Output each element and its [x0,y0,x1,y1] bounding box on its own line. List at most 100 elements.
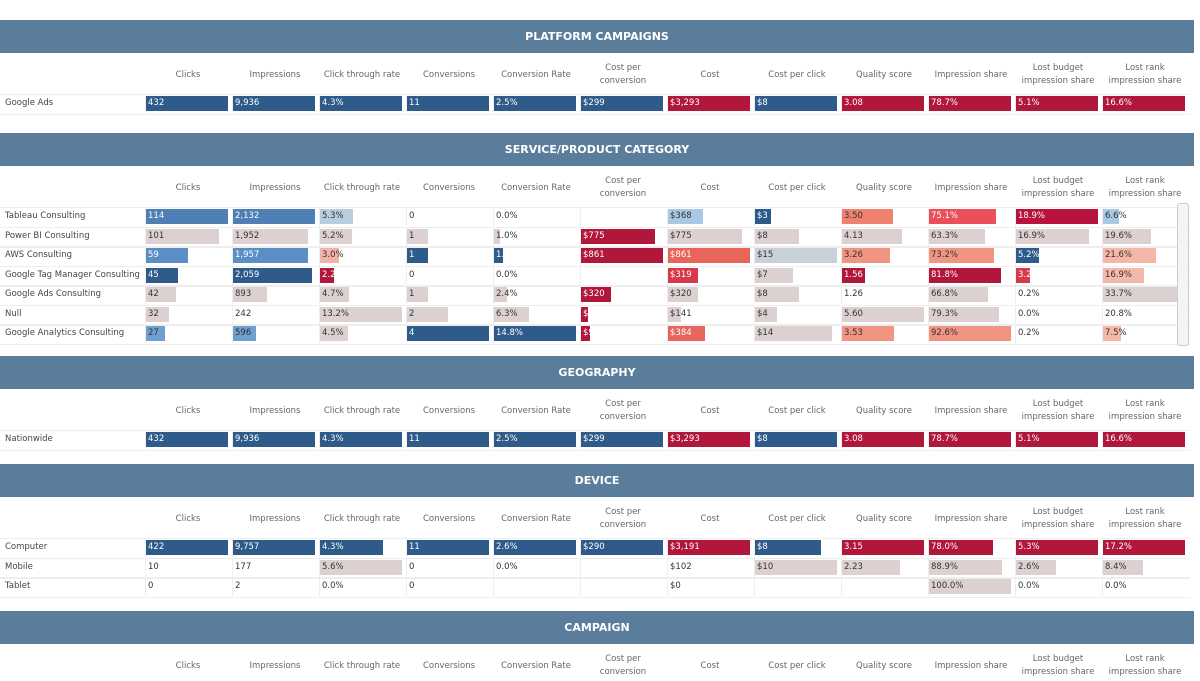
bar [1016,248,1039,263]
row-label: Nationwide [5,434,53,444]
cell-value: 79.3% [931,308,959,319]
row [0,265,1190,287]
cell-value: $4 [757,308,768,319]
cell-value: $3,191 [670,542,700,552]
cell-value: 6.3% [496,308,518,319]
column-header: Lost budget impression share [1021,507,1095,530]
cell-divider [754,207,755,226]
cell-value: 242 [235,308,252,319]
cell-value: 5.2% [1018,250,1040,260]
cell-divider [667,538,668,557]
cell-value: 4 [409,328,415,338]
cell-value: $96 [583,328,600,338]
bar [1103,326,1122,341]
cell-value: 0 [409,269,415,280]
cell-divider [493,324,494,343]
cell-divider [145,577,146,596]
column-header: Quality score [856,513,912,524]
row-label: Mobile [5,561,33,572]
bar [1016,540,1098,555]
cell-divider [841,304,842,324]
cell-divider [754,577,755,596]
cell-value: 1.26 [844,289,863,299]
cell-divider [145,207,146,226]
column-header: Quality score [856,660,912,671]
bar [407,228,428,244]
bar [581,540,663,555]
column-header: Conversion Rate [501,405,571,416]
cell-value: 893 [235,289,252,299]
column-header: Lost budget impression share [1021,63,1095,86]
cell-value: 16.6% [1105,98,1133,108]
row-label: Power BI Consulting [5,230,90,241]
bar [929,306,1000,322]
cell-value: 16.6% [1105,434,1133,444]
column-header: Quality score [856,69,912,80]
cell-value: 1,957 [235,250,260,260]
bar [146,306,170,322]
bar [668,432,750,447]
cell-value: 4.13 [844,230,863,241]
cell-value: 78.7% [931,434,959,444]
cell-divider [1102,265,1103,285]
cell-value: 422 [148,542,165,552]
cell-divider [667,304,668,324]
bar [842,326,894,341]
cell-divider [580,430,581,449]
cell-divider [841,577,842,596]
bar [1103,96,1185,111]
column-header: Impressions [249,513,301,524]
column-header: Cost per click [768,69,826,80]
cell-value: $141 [670,308,692,319]
cell-divider [580,226,581,246]
cell-divider [319,265,320,285]
cell-value: 59 [148,250,159,260]
row [0,226,1190,248]
column-header: Cost [700,405,720,416]
cell-divider [928,538,929,557]
cell-value: 0 [148,581,154,591]
column-header: Lost budget impression share [1021,176,1095,199]
cell-divider [319,430,320,449]
cell-divider [667,94,668,113]
column-header: Impression share [934,660,1008,671]
cell-divider [667,246,668,265]
cell-divider [232,577,233,596]
row [0,246,1190,267]
column-header: Impression share [934,182,1008,193]
cell-divider [145,324,146,343]
cell-value: $3,293 [670,98,700,108]
cell-divider [667,430,668,449]
bar [407,432,489,447]
column-header: Impression share [934,513,1008,524]
column-header: Lost rank impression share [1108,654,1182,677]
cell-value: 2.6% [1018,561,1040,572]
row-label: Google Ads Consulting [5,289,102,299]
bar [407,96,489,111]
bar [842,267,865,283]
bar [146,228,219,244]
bar [407,326,489,341]
bar [668,306,682,322]
row [0,538,1190,559]
row [0,285,1190,306]
column-header: Cost per click [768,660,826,671]
bar [320,209,353,224]
bar [668,326,705,341]
bar [146,432,228,447]
cell-divider [754,304,755,324]
cell-value: 13.2% [322,308,350,319]
cell-divider [1015,94,1016,113]
bar [1103,209,1120,224]
cell-divider [493,430,494,449]
cell-value: 100.0% [931,581,964,591]
cell-value: 3.0% [322,250,344,260]
section-header: SERVICE/PRODUCT CATEGORY [0,133,1194,166]
row [0,577,1190,598]
bar [146,287,177,302]
cell-divider [580,94,581,113]
cell-value: 3.08 [844,434,863,444]
bar [581,326,591,341]
cell-value: 432 [148,98,165,108]
